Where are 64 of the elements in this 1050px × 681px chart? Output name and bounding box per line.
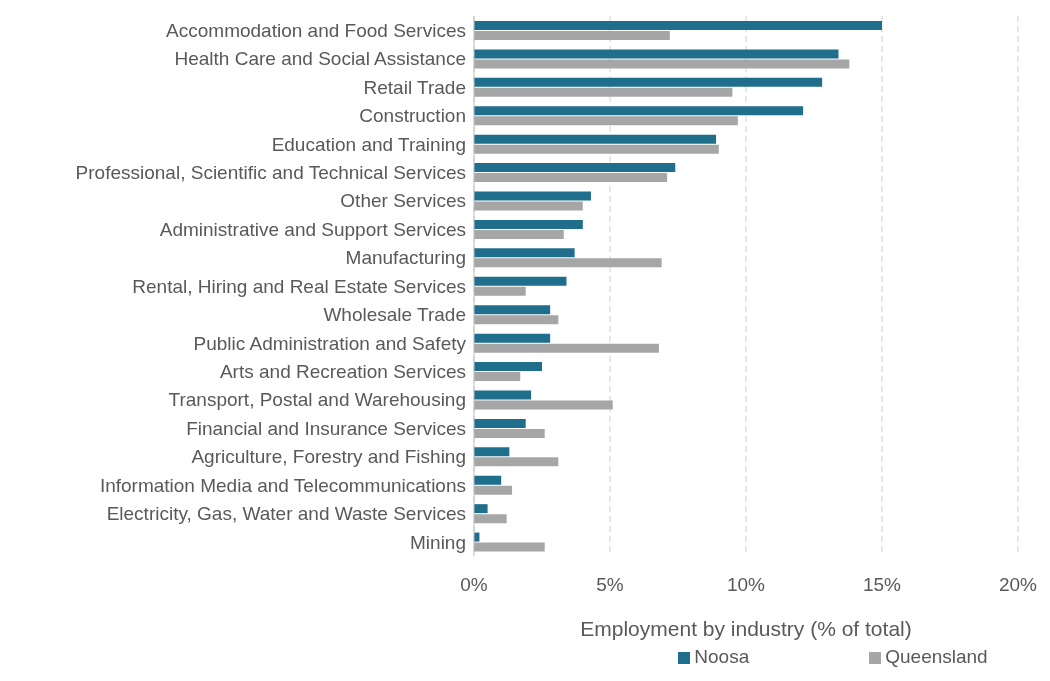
- bar: [474, 457, 559, 467]
- x-tick-label: 0%: [460, 574, 488, 596]
- bar: [474, 428, 545, 438]
- bar: [474, 305, 551, 315]
- bar: [474, 163, 676, 173]
- y-tick-label: Rental, Hiring and Real Estate Services: [132, 275, 466, 297]
- bar: [474, 485, 513, 495]
- bar: [474, 31, 670, 40]
- legend-label: Noosa: [694, 646, 750, 667]
- bar: [474, 49, 839, 59]
- bar: [474, 21, 882, 30]
- x-tick-label: 10%: [726, 574, 766, 596]
- bar: [474, 191, 591, 201]
- bar: [474, 333, 551, 343]
- x-axis-title: Employment by industry (% of total): [580, 617, 912, 640]
- bar: [474, 542, 545, 552]
- bar: [474, 400, 613, 410]
- y-tick-label: Education and Training: [271, 133, 466, 155]
- bar: [474, 144, 719, 154]
- bar: [474, 106, 804, 116]
- x-tick-label: 5%: [596, 574, 624, 596]
- bar: [474, 258, 662, 268]
- y-tick-label: Accommodation and Food Services: [166, 19, 466, 41]
- bar: [474, 59, 850, 69]
- bar: [474, 475, 502, 485]
- x-tick-label: 20%: [998, 574, 1038, 596]
- y-tick-label: Transport, Postal and Warehousing: [168, 389, 466, 411]
- y-tick-label: Electricity, Gas, Water and Waste Services: [106, 503, 466, 525]
- bar: [474, 276, 567, 286]
- x-tick-label: 15%: [862, 574, 902, 596]
- y-tick-label: Mining: [410, 531, 466, 553]
- bar: [474, 514, 507, 524]
- y-tick-label: Arts and Recreation Services: [219, 361, 466, 383]
- y-tick-label: Other Services: [340, 190, 466, 212]
- bar: [474, 372, 521, 382]
- y-tick-label: Wholesale Trade: [323, 304, 466, 326]
- y-tick-label: Manufacturing: [345, 247, 466, 269]
- bar: [474, 87, 733, 97]
- y-tick-label: Administrative and Support Services: [159, 218, 466, 240]
- bar: [474, 447, 510, 457]
- y-tick-label: Construction: [359, 105, 466, 127]
- y-tick-label: Agriculture, Forestry and Fishing: [191, 446, 466, 468]
- bar: [474, 116, 738, 126]
- y-tick-label: Retail Trade: [363, 76, 466, 98]
- y-tick-label: Public Administration and Safety: [193, 332, 467, 354]
- bar: [474, 229, 564, 239]
- bar: [474, 134, 717, 144]
- bar: [474, 219, 583, 229]
- bar: [474, 173, 668, 183]
- legend-label: Queensland: [885, 646, 988, 667]
- bar: [474, 286, 526, 296]
- bar: [474, 504, 488, 514]
- bar: [474, 362, 542, 372]
- y-tick-label: Health Care and Social Assistance: [174, 48, 466, 70]
- bar: [474, 343, 659, 353]
- bar: [474, 390, 532, 400]
- bar: [474, 201, 583, 211]
- y-tick-label: Professional, Scientific and Technical Services: [75, 162, 466, 184]
- bar: [474, 418, 526, 428]
- bar: [474, 77, 823, 87]
- bar: [474, 315, 559, 325]
- y-tick-label: Financial and Insurance Services: [186, 417, 466, 439]
- bar: [474, 248, 575, 258]
- y-tick-label: Information Media and Telecommunications: [99, 474, 466, 496]
